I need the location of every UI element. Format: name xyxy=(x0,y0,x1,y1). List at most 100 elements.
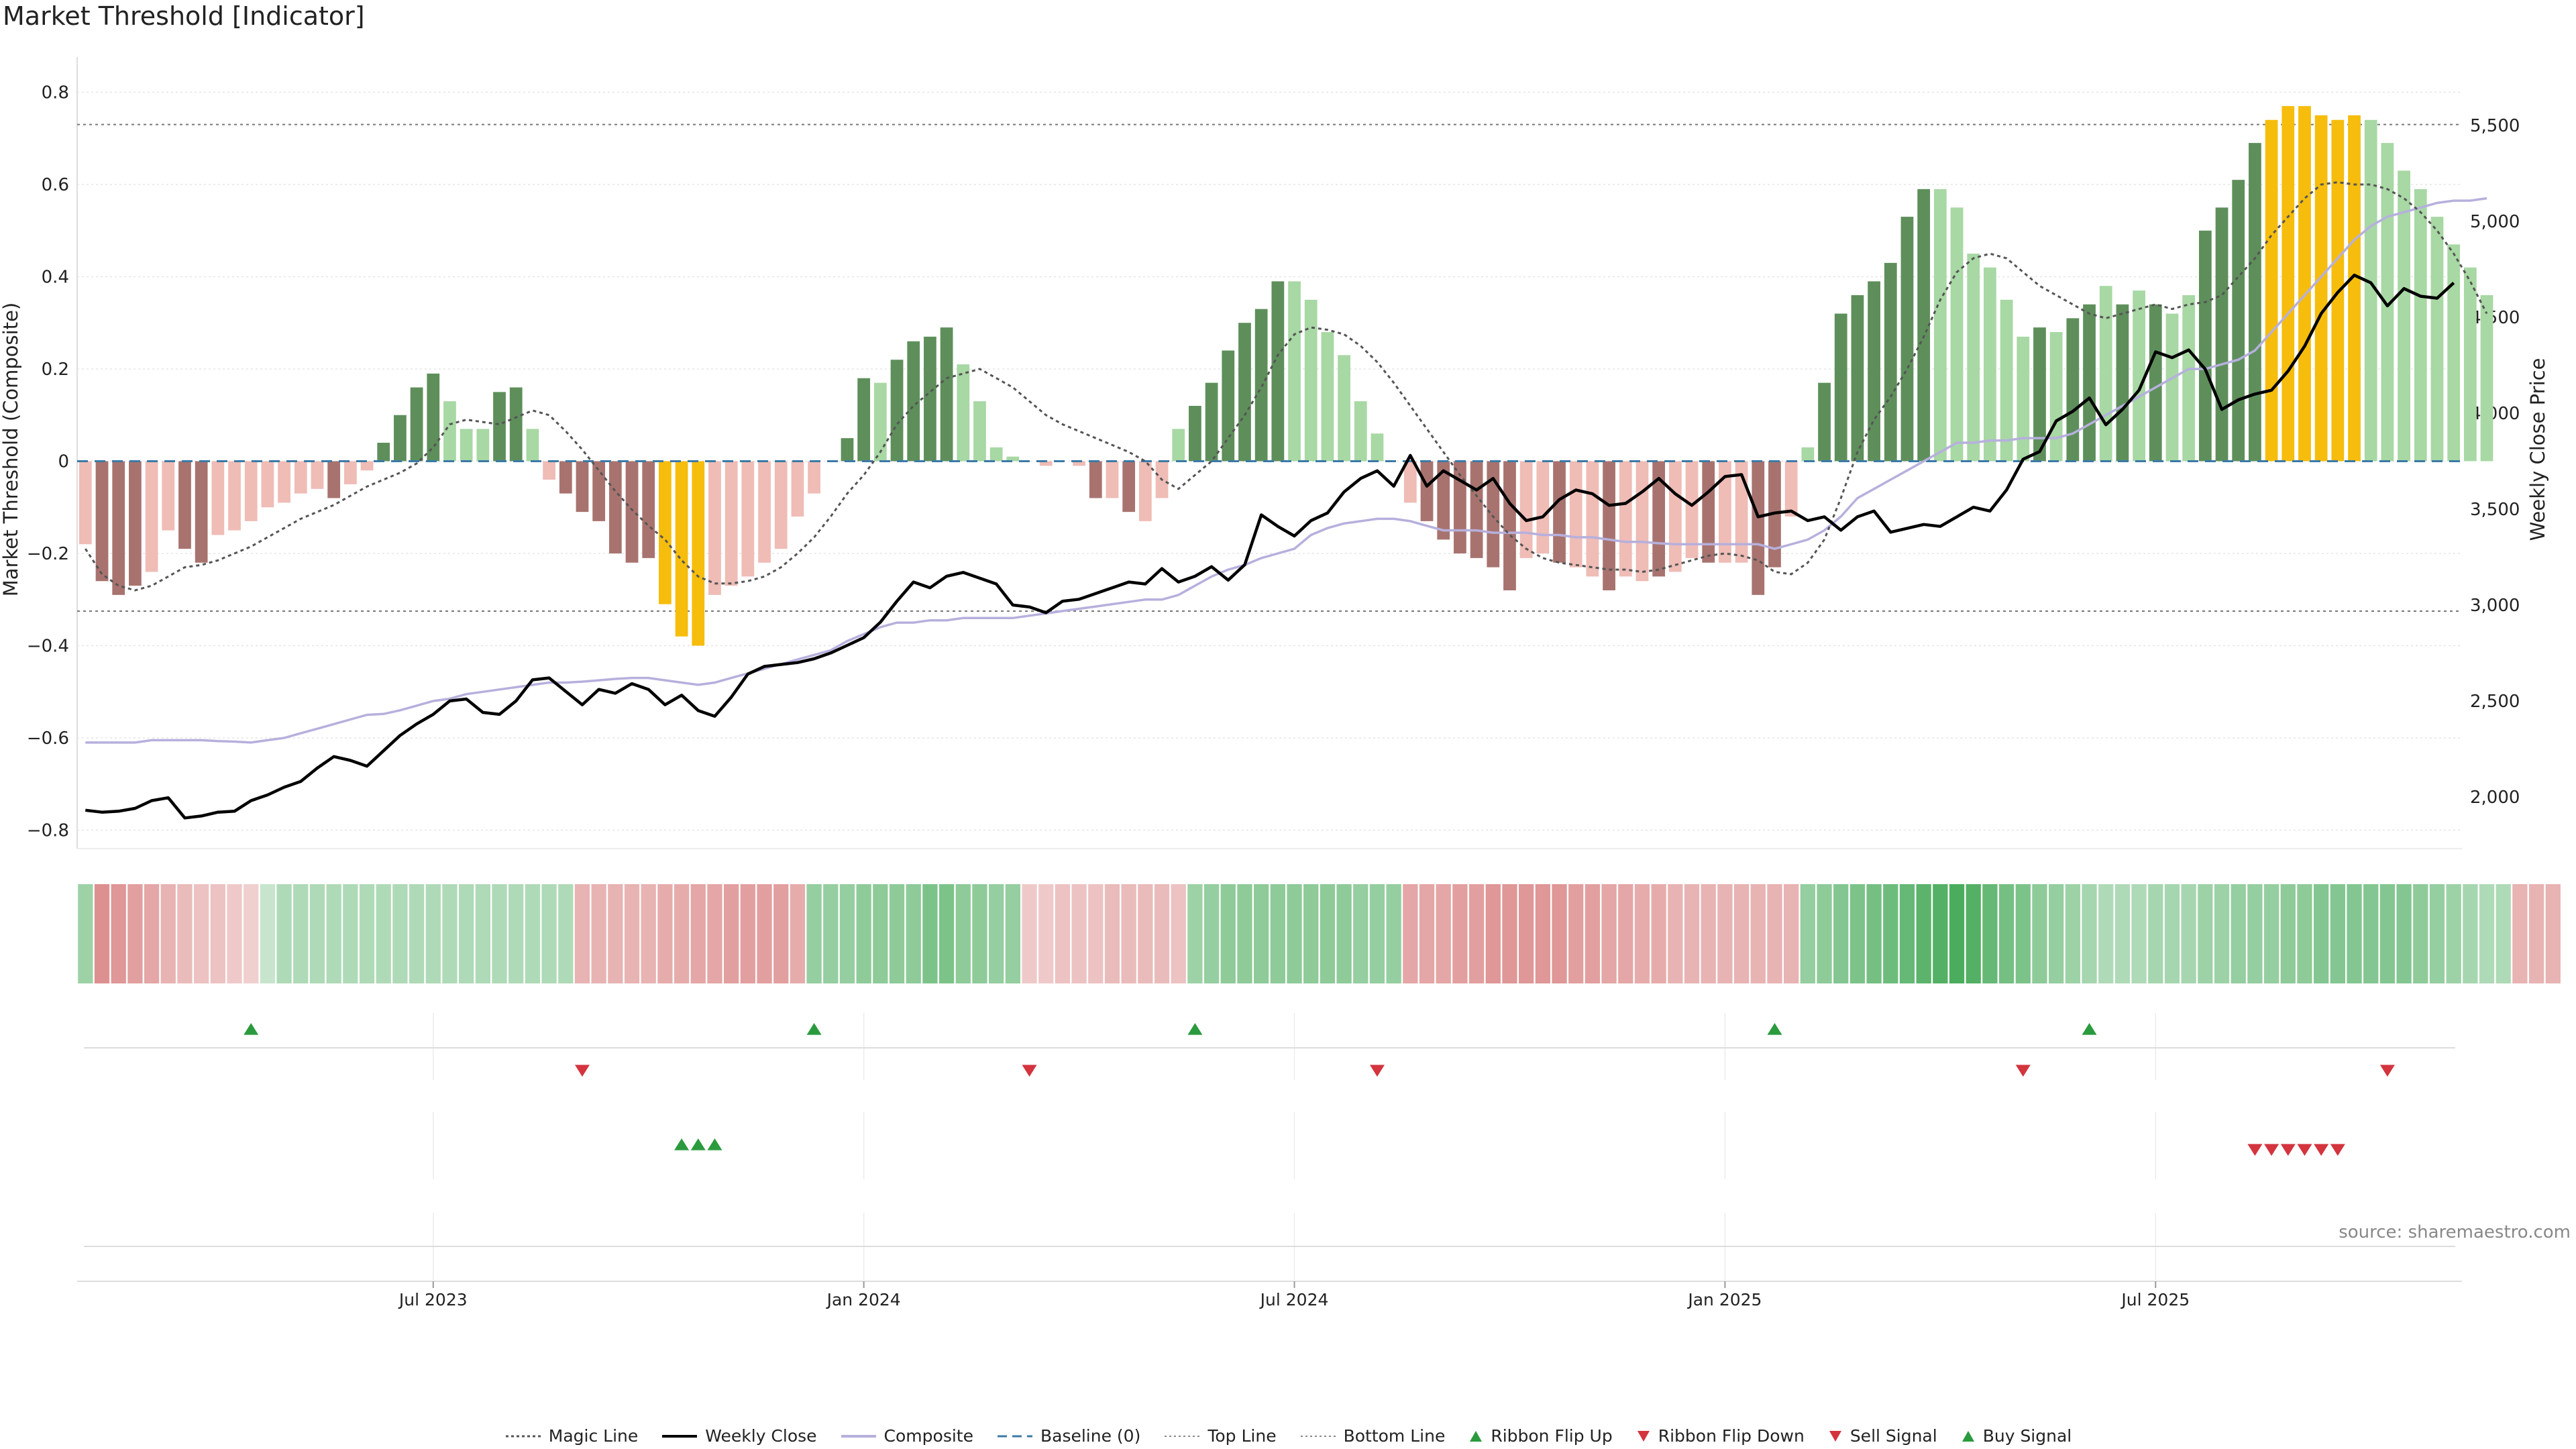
y-tick-label: 0.2 xyxy=(42,360,69,380)
ribbon-cell xyxy=(2114,884,2131,983)
legend-item: Magic Line xyxy=(504,1426,638,1446)
y2-tick-label: 3,000 xyxy=(2470,596,2520,616)
ribbon-cell xyxy=(1005,884,1020,983)
threshold-bar xyxy=(907,341,920,462)
ribbon-cell xyxy=(558,884,574,983)
ribbon-cell xyxy=(1138,884,1153,983)
ribbon-cell xyxy=(1104,884,1120,983)
ribbon-cell xyxy=(2280,884,2296,983)
threshold-bar xyxy=(2198,230,2212,462)
legend-item: Buy Signal xyxy=(1960,1426,2072,1446)
ribbon-cell xyxy=(1452,884,1468,983)
ribbon-cell xyxy=(111,884,126,983)
ribbon-cell xyxy=(1866,884,1882,983)
threshold-bar xyxy=(924,336,936,462)
ribbon-cell xyxy=(1038,884,1054,983)
ribbon-flip-up-marker xyxy=(2082,1023,2097,1035)
threshold-bar xyxy=(2480,295,2493,462)
threshold-bar xyxy=(1089,461,1102,498)
threshold-bar xyxy=(608,461,622,553)
ribbon-cell xyxy=(1634,884,1650,983)
threshold-bar xyxy=(1801,447,1815,462)
threshold-bar xyxy=(1851,295,1864,462)
y2-tick-label: 3,500 xyxy=(2470,500,2520,520)
threshold-bar xyxy=(1569,461,1582,568)
triangle-up-icon xyxy=(1960,1429,1976,1444)
ribbon-flip-up-marker xyxy=(806,1023,822,1035)
ribbon-cell xyxy=(1270,884,1285,983)
threshold-bar xyxy=(294,461,307,494)
legend-label: Ribbon Flip Up xyxy=(1491,1426,1613,1446)
ribbon-cell xyxy=(1022,884,1037,983)
threshold-bar xyxy=(973,401,986,462)
ribbon-cell xyxy=(972,884,987,983)
ribbon-cell xyxy=(757,884,772,983)
ribbon-cell xyxy=(2131,884,2147,983)
threshold-bar xyxy=(95,461,109,582)
ribbon-cell xyxy=(2479,884,2495,983)
threshold-bar xyxy=(1784,461,1798,517)
threshold-bar xyxy=(873,382,887,462)
ribbon-cell xyxy=(1519,884,1534,983)
ribbon-cell xyxy=(210,884,225,983)
ribbon-cell xyxy=(2297,884,2312,983)
threshold-bar xyxy=(112,461,125,595)
threshold-bar xyxy=(509,387,523,462)
ribbon-cell xyxy=(442,884,458,983)
sell-signal-marker xyxy=(2314,1144,2329,1156)
sell-signal-marker xyxy=(2280,1144,2296,1156)
ribbon-cell xyxy=(1601,884,1617,983)
triangle-up-icon xyxy=(1468,1429,1484,1444)
ribbon-cell xyxy=(1618,884,1633,983)
ribbon-cell xyxy=(657,884,673,983)
ribbon-cell xyxy=(2082,884,2097,983)
threshold-bar xyxy=(476,429,490,462)
threshold-bar xyxy=(1818,382,1831,462)
ribbon-cell xyxy=(276,884,292,983)
threshold-bar xyxy=(1006,456,1020,462)
threshold-bar xyxy=(2447,244,2461,462)
y2-tick-label: 2,500 xyxy=(2470,692,2520,712)
ribbon-cell xyxy=(2314,884,2329,983)
threshold-bar xyxy=(2215,207,2229,462)
x-tick-label: Jan 2025 xyxy=(1686,1290,1762,1309)
ribbon-cell xyxy=(1203,884,1220,983)
threshold-bar xyxy=(890,360,904,462)
ribbon-cell xyxy=(1237,884,1252,983)
ribbon-cell xyxy=(1187,884,1203,983)
legend-label: Top Line xyxy=(1208,1426,1277,1446)
threshold-bar xyxy=(377,443,390,462)
y2-tick-label: 4,500 xyxy=(2470,308,2520,328)
threshold-bar xyxy=(1917,189,1931,462)
ribbon-cell xyxy=(790,884,806,983)
threshold-bar xyxy=(1719,461,1731,563)
ribbon-cell xyxy=(2098,884,2114,983)
threshold-bar xyxy=(1652,461,1666,577)
legend-label: Buy Signal xyxy=(1982,1426,2072,1446)
legend-item: Composite xyxy=(840,1426,973,1446)
sell-signal-marker xyxy=(2264,1144,2279,1156)
ribbon-cell xyxy=(2512,884,2528,983)
ribbon-cell xyxy=(2363,884,2379,983)
threshold-bar xyxy=(2414,189,2427,462)
threshold-bar xyxy=(1603,461,1615,590)
ribbon-cell xyxy=(409,884,425,983)
y2-axis-label: Weekly Close Price xyxy=(2526,358,2549,541)
thin-dotted-line-icon xyxy=(1299,1430,1337,1443)
ribbon-cell xyxy=(1916,884,1931,983)
threshold-bar xyxy=(2364,119,2377,462)
ribbon-cell xyxy=(707,884,722,983)
y-tick-label: 0.4 xyxy=(42,268,69,288)
buy-signal-marker xyxy=(690,1138,706,1150)
threshold-bar xyxy=(758,461,771,563)
ribbon-cell xyxy=(177,884,193,983)
threshold-bar xyxy=(195,461,208,563)
y2-tick-label: 4,000 xyxy=(2470,404,2520,424)
y2-tick-label: 5,000 xyxy=(2470,212,2520,232)
ribbon-cell xyxy=(94,884,110,983)
threshold-bar xyxy=(2133,290,2145,462)
ribbon-cell xyxy=(1303,884,1319,983)
ribbon-cell xyxy=(2032,884,2047,983)
source-credit: source: sharemaestro.com xyxy=(2339,1222,2571,1242)
